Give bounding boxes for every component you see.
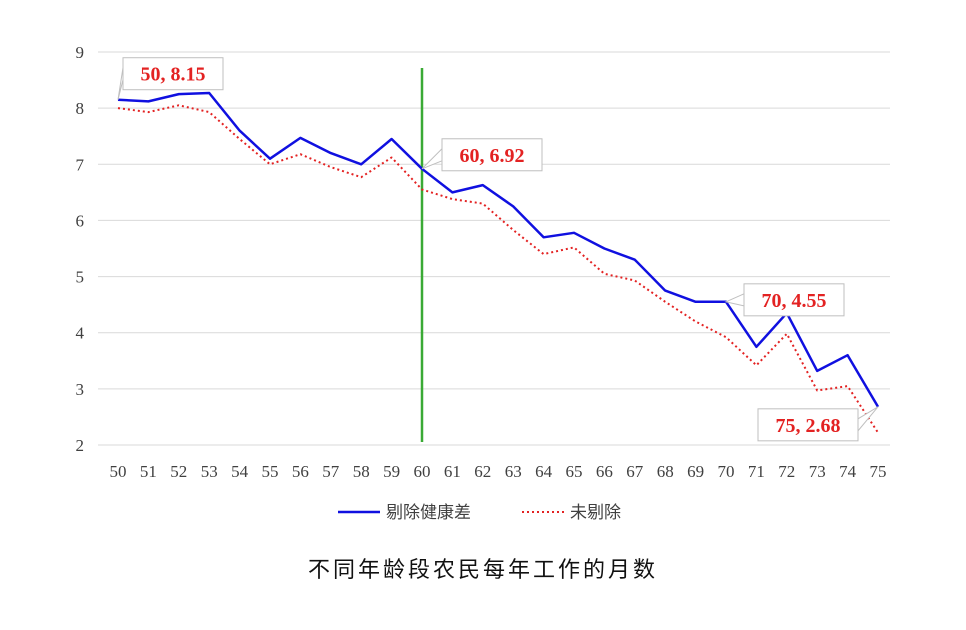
x-tick-label: 55 xyxy=(262,462,279,481)
x-tick-label: 66 xyxy=(596,462,613,481)
callout-label: 70, 4.55 xyxy=(762,290,827,312)
y-tick-label: 4 xyxy=(76,324,85,343)
y-tick-label: 6 xyxy=(76,211,85,230)
callout-pointer xyxy=(421,147,443,170)
callout-box xyxy=(122,57,224,91)
x-tick-label: 67 xyxy=(626,462,644,481)
y-tick-label: 2 xyxy=(76,436,85,455)
x-tick-label: 51 xyxy=(140,462,157,481)
callout: 60, 6.92 xyxy=(421,138,543,172)
series-line-1 xyxy=(117,91,880,408)
x-tick-label: 61 xyxy=(444,462,461,481)
x-tick-label: 75 xyxy=(870,462,887,481)
x-tick-label: 74 xyxy=(839,462,857,481)
series-lines xyxy=(117,91,880,434)
callout-box xyxy=(743,283,845,317)
y-tick-label: 8 xyxy=(76,99,85,118)
y-tick-label: 3 xyxy=(76,380,85,399)
callout-label: 60, 6.92 xyxy=(460,145,525,167)
callout: 75, 2.68 xyxy=(757,406,879,442)
y-tick-label: 5 xyxy=(76,268,85,287)
x-tick-label: 65 xyxy=(566,462,583,481)
x-tick-label: 72 xyxy=(778,462,795,481)
x-tick-label: 56 xyxy=(292,462,309,481)
x-tick-label: 63 xyxy=(505,462,522,481)
x-tick-label: 59 xyxy=(383,462,400,481)
x-tick-label: 64 xyxy=(535,462,553,481)
x-tick-label: 58 xyxy=(353,462,370,481)
x-tick-label: 50 xyxy=(110,462,127,481)
legend: 剔除健康差 未剔除 xyxy=(338,503,621,523)
x-tick-label: 73 xyxy=(809,462,826,481)
legend-label: 未剔除 xyxy=(570,503,621,523)
callout-label: 75, 2.68 xyxy=(776,415,841,437)
legend-item-1: 剔除健康差 xyxy=(338,503,471,523)
callout: 50, 8.15 xyxy=(117,57,224,100)
callout-label: 50, 8.15 xyxy=(141,64,206,86)
x-tick-label: 62 xyxy=(474,462,491,481)
legend-label: 剔除健康差 xyxy=(386,503,471,523)
callout-pointer xyxy=(117,67,124,100)
x-tick-label: 70 xyxy=(718,462,735,481)
chart-title: 不同年龄段农民每年工作的月数 xyxy=(307,558,658,583)
grid-lines xyxy=(98,51,890,446)
x-tick-label: 57 xyxy=(322,462,340,481)
callout-box xyxy=(757,408,859,442)
callout-box xyxy=(441,138,543,172)
x-axis: 50 51 52 53 54 55 56 57 58 59 60 61 62 63 64 65 66 67 68 69… xyxy=(110,462,887,481)
callout: 70, 4.55 xyxy=(724,283,845,317)
x-tick-label: 60 xyxy=(414,462,431,481)
legend-item-2: 未剔除 xyxy=(522,503,621,523)
x-tick-label: 69 xyxy=(687,462,704,481)
y-tick-label: 9 xyxy=(76,43,85,62)
x-tick-label: 71 xyxy=(748,462,765,481)
data-callouts: 50, 8.15 60, 6.92 70, 4.55 75, 2.68 xyxy=(117,57,879,442)
y-axis: 2 3 4 5 6 7 8 9 xyxy=(76,43,85,455)
series-line-2 xyxy=(117,104,879,434)
x-tick-label: 54 xyxy=(231,462,249,481)
y-tick-label: 7 xyxy=(76,155,85,174)
x-tick-label: 53 xyxy=(201,462,218,481)
x-tick-label: 68 xyxy=(657,462,674,481)
x-tick-label: 52 xyxy=(170,462,187,481)
